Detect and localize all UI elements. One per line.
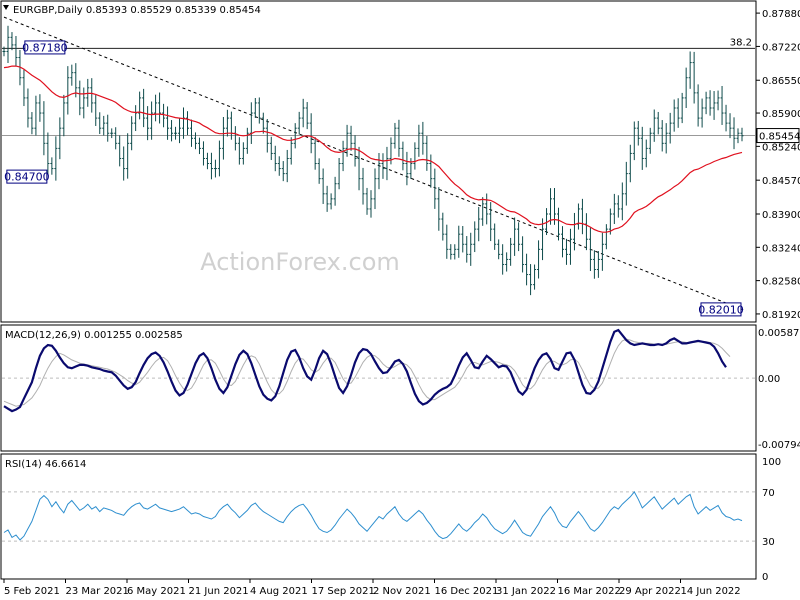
macd-title: MACD(12,26,9) 0.001255 0.002585 <box>5 330 183 341</box>
watermark: ActionForex.com <box>200 248 400 276</box>
price-axis-tick: 0.84570 <box>762 176 800 187</box>
current-price-box <box>756 128 800 144</box>
x-axis-tick: 29 Apr 2022 <box>619 586 681 597</box>
collapse-arrow-icon[interactable] <box>3 5 9 10</box>
x-axis-tick: 14 Jun 2022 <box>681 586 741 597</box>
moving-average-line <box>3 65 743 233</box>
price-axis-tick: 0.81920 <box>762 310 800 321</box>
price-annotation-label: 0.87180 <box>22 41 68 54</box>
rsi-title: RSI(14) 46.6614 <box>5 459 86 470</box>
macd-signal-line <box>3 338 731 407</box>
price-title: EURGBP,Daily 0.85393 0.85529 0.85339 0.8… <box>13 5 261 16</box>
price-trendline <box>3 16 747 312</box>
price-annotation-label: 0.84700 <box>4 171 50 184</box>
price-panel-frame <box>0 0 757 323</box>
x-axis-tick: 31 Jan 2022 <box>496 586 556 597</box>
price-annotation-box <box>6 169 48 184</box>
rsi-axis-tick: 0 <box>762 572 768 583</box>
price-axis-tick: 0.85240 <box>762 142 800 153</box>
x-axis-tick: 17 Sep 2021 <box>312 586 375 597</box>
x-axis-tick: 4 Aug 2021 <box>250 586 308 597</box>
macd-axis-tick: 0.00 <box>758 374 780 385</box>
rsi-axis-tick: 100 <box>762 457 781 468</box>
price-axis-tick: 0.85900 <box>762 109 800 120</box>
x-axis-tick: 2 Nov 2021 <box>373 586 431 597</box>
price-annotation-box <box>700 302 742 317</box>
macd-axis-tick: -0.007945 <box>758 440 800 451</box>
rsi-line <box>3 491 743 541</box>
macd-axis-tick: 0.005872 <box>758 328 800 339</box>
price-axis-tick: 0.87220 <box>762 42 800 53</box>
rsi-panel-frame <box>0 453 757 580</box>
rsi-axis-tick: 70 <box>762 488 775 499</box>
x-axis-tick: 5 Feb 2021 <box>4 586 60 597</box>
x-axis-tick: 23 Mar 2021 <box>66 586 129 597</box>
price-axis-tick: 0.87880 <box>762 9 800 20</box>
x-axis-tick: 21 Jun 2021 <box>189 586 249 597</box>
price-annotation-label: 0.82010 <box>698 303 744 316</box>
current-price-label: 0.85454 <box>759 132 800 143</box>
fib-382-label: 38.2 <box>730 37 752 48</box>
rsi-axis-tick: 30 <box>762 537 775 548</box>
price-axis-tick: 0.82580 <box>762 277 800 288</box>
price-axis-tick: 0.83240 <box>762 243 800 254</box>
price-axis-tick: 0.83900 <box>762 210 800 221</box>
macd-line <box>3 328 727 413</box>
x-axis-tick: 16 Mar 2022 <box>558 586 621 597</box>
price-axis-tick: 0.86550 <box>762 76 800 87</box>
price-annotation-box <box>24 40 66 55</box>
x-axis-tick: 16 Dec 2021 <box>435 586 499 597</box>
x-axis-tick: 6 May 2021 <box>127 586 186 597</box>
macd-panel-frame <box>0 324 757 452</box>
